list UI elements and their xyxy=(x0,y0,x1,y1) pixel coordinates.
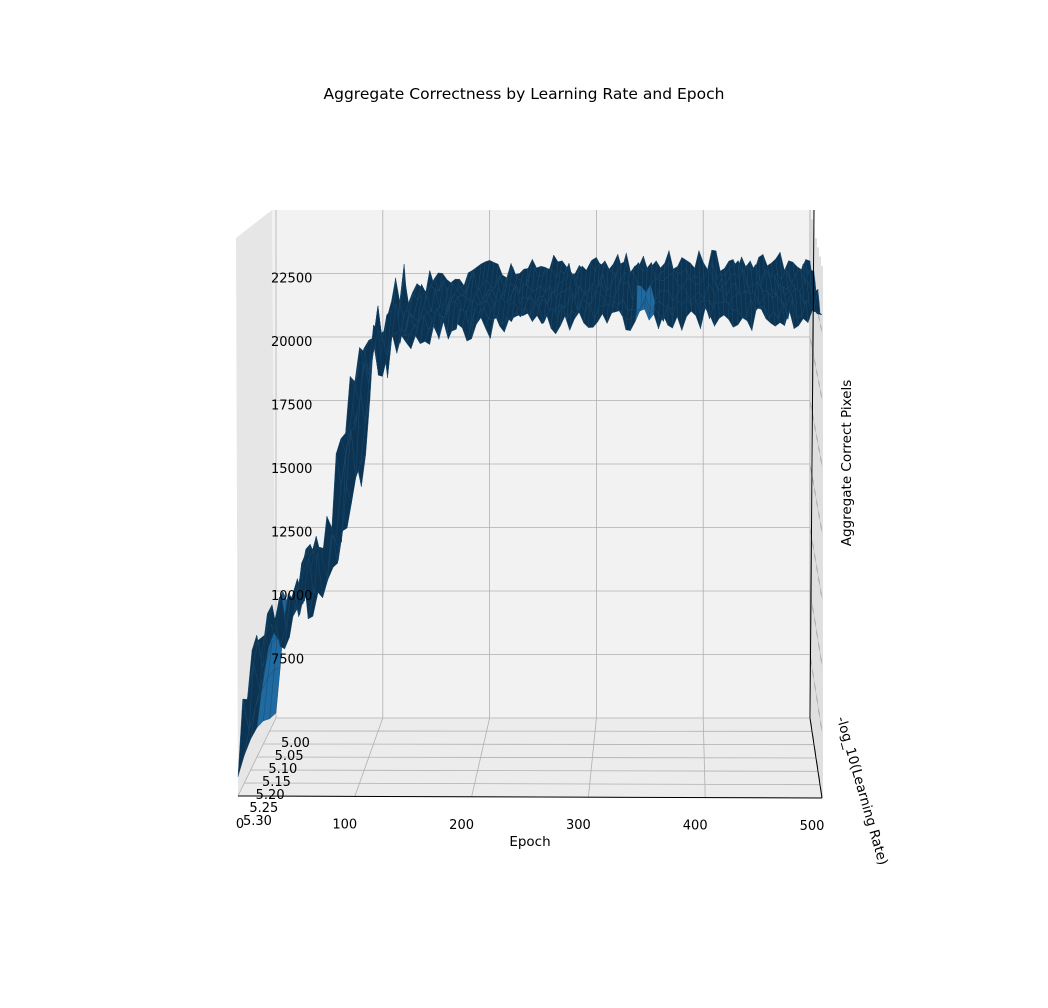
y-tick-label: 5.20 xyxy=(256,788,285,803)
z-tick-label: 20000 xyxy=(271,335,312,350)
z-tick-label: 22500 xyxy=(271,272,312,287)
x-tick-label: 200 xyxy=(449,818,474,833)
z-axis-ticks: 7500 10000 12500 15000 17500 20000 22500 xyxy=(271,272,312,668)
y-tick-label: 5.15 xyxy=(262,775,291,790)
z-tick-label: 12500 xyxy=(271,526,312,541)
x-axis-ticks: 0 100 200 300 400 500 xyxy=(236,817,825,834)
y-tick-label: 5.05 xyxy=(275,749,304,764)
z-tick-label: 15000 xyxy=(271,462,312,477)
y-axis-ticks: 5.005.055.105.155.205.255.30 xyxy=(243,736,310,829)
y-axis-label: -log_10(Learning Rate) xyxy=(833,715,891,867)
x-tick-label: 500 xyxy=(800,819,825,834)
x-tick-label: 100 xyxy=(332,817,357,832)
chart-title: Aggregate Correctness by Learning Rate a… xyxy=(324,85,725,103)
floor-pane xyxy=(238,718,822,798)
x-tick-label: 300 xyxy=(566,818,591,833)
x-tick-label: 400 xyxy=(683,819,708,834)
y-tick-label: 5.00 xyxy=(281,736,310,751)
axes xyxy=(237,209,823,799)
z-tick-label: 17500 xyxy=(271,399,312,414)
z-axis-label: Aggregate Correct Pixels xyxy=(839,380,855,547)
z-tick-label: 10000 xyxy=(271,589,312,604)
x-axis-label: Epoch xyxy=(509,834,550,850)
y-tick-label: 5.25 xyxy=(249,801,278,816)
surface-mesh xyxy=(237,249,823,777)
x-tick-label: 0 xyxy=(236,817,244,832)
z-tick-label: 7500 xyxy=(271,653,304,668)
y-tick-label: 5.10 xyxy=(268,762,297,777)
y-tick-label: 5.30 xyxy=(243,814,272,829)
